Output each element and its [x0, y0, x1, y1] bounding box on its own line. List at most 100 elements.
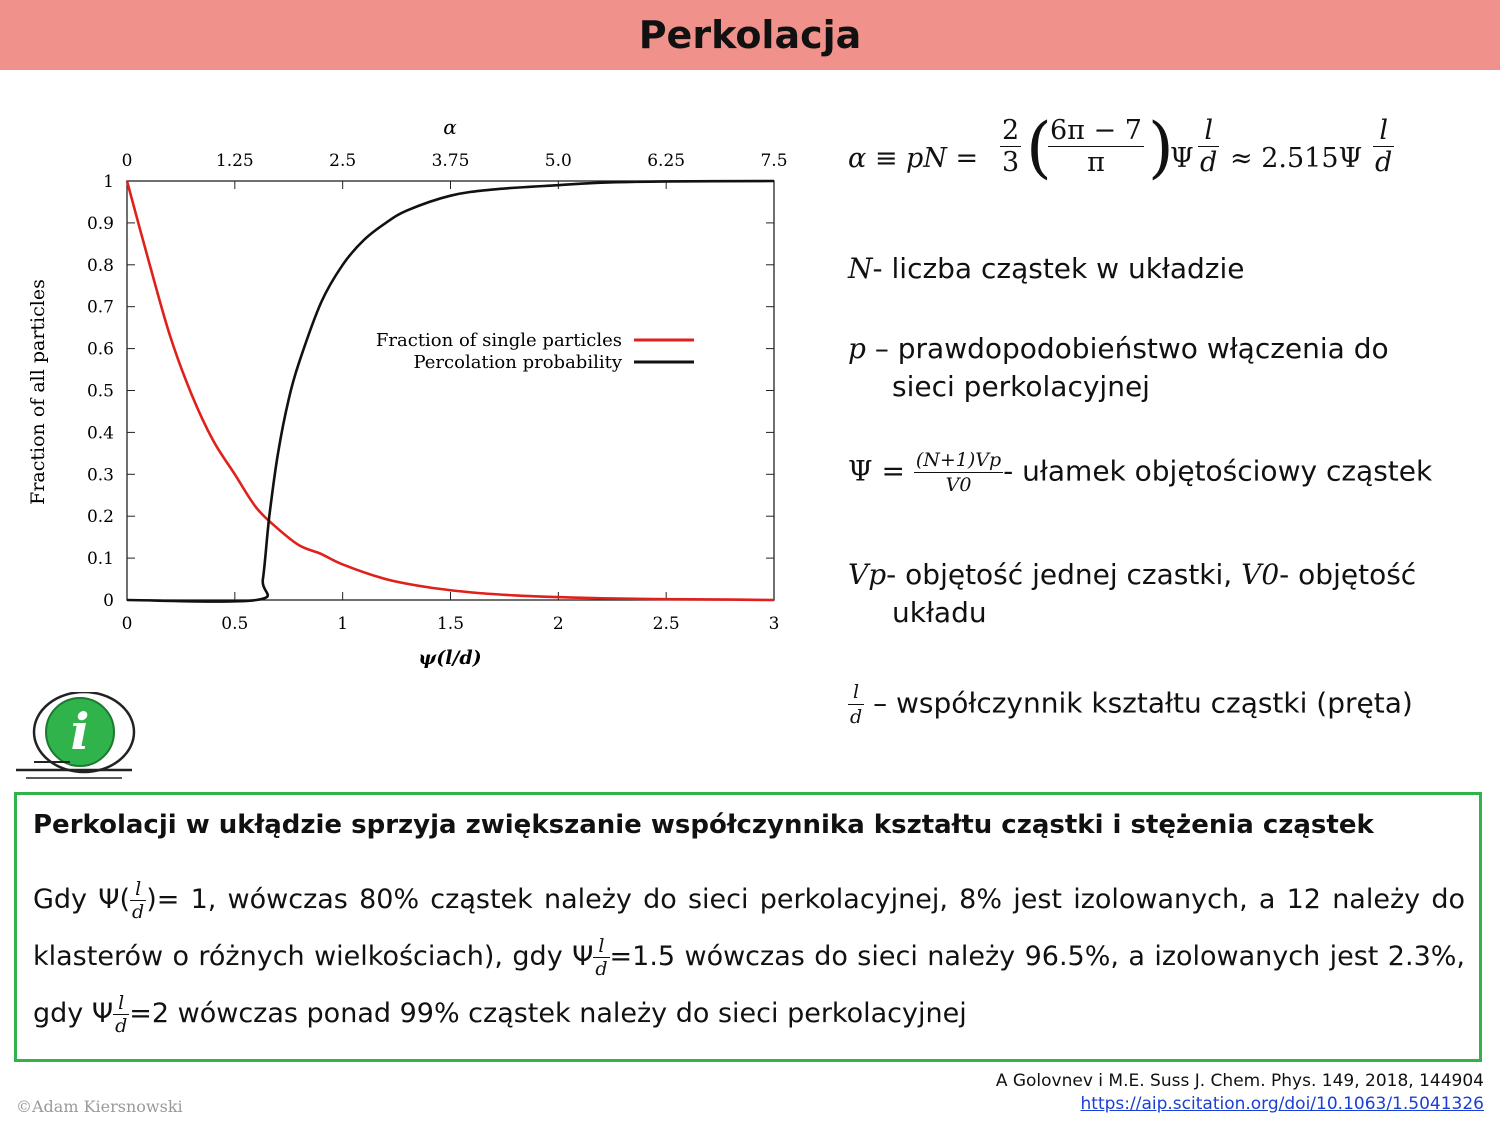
definition-psi: Ψ = (N+1)Vp V0 - ułamek objętościowy czą… [848, 448, 1432, 497]
definition-vp-text-1: - objętość jednej czastki, [886, 558, 1233, 591]
top-x-tick-label: 3.75 [432, 151, 470, 171]
y-axis-label: Fraction of all particles [27, 279, 49, 505]
top-x-tick-label: 2.5 [329, 151, 356, 171]
definition-p: p – prawdopodobieństwo włączenia do siec… [848, 330, 1389, 406]
series-layer [125, 179, 775, 603]
note-box: Perkolacji w ukłądzie sprzyja zwiększani… [14, 792, 1482, 1062]
equation-fraction-l-d-2: l d [1373, 115, 1395, 178]
fraction-denominator: d [850, 706, 863, 728]
x-tick-label: 0.5 [221, 614, 248, 634]
psi-fraction: (N+1)Vp V0 [913, 448, 1004, 497]
equation-psi: Ψ [1170, 143, 1194, 174]
note-text-2: )= 1, wówczas 80% cząstek należy do siec… [33, 884, 1465, 972]
fraction-numerator: 6π − 7 [1048, 115, 1144, 147]
x-tick-label: 2 [553, 614, 564, 634]
x-tick-label: 2.5 [653, 614, 680, 634]
percolation-chart: 0 0.5 1 1.5 2 2.5 3 0 1.25 2.5 3.75 5.0 6.25 7.5 0 0.… [27, 115, 788, 669]
slide-title: Perkolacja [638, 13, 862, 57]
copyright: ©Adam Kiersnowski [16, 1097, 183, 1116]
fraction-numerator: l [593, 935, 610, 958]
top-x-tick-label: 0 [122, 151, 133, 171]
symbol-n: N [848, 252, 873, 285]
x-tick-label: 1.5 [437, 614, 464, 634]
definition-p-text-2: sieci perkolacyjnej [892, 370, 1150, 403]
note-text-1: Gdy Ψ( [33, 884, 131, 915]
fraction-denominator: 3 [1002, 147, 1020, 178]
y-tick-label: 0.1 [87, 549, 114, 569]
y-tick-label: 0.3 [87, 465, 114, 485]
equation-fraction-2-3: 2 3 [1000, 115, 1022, 178]
legend-label-percolation: Percolation probability [413, 352, 622, 373]
x-tick-labels: 0 0.5 1 1.5 2 2.5 3 [122, 614, 780, 634]
fraction-numerator: l [1198, 115, 1220, 147]
fraction-numerator: (N+1)Vp [913, 449, 1004, 473]
symbol-psi: Ψ = [848, 454, 905, 488]
fraction-numerator: l [848, 680, 865, 705]
equation-approx: ≈ 2.515Ψ [1230, 143, 1363, 174]
fraction-denominator: d [115, 1015, 128, 1037]
top-x-tick-label: 6.25 [647, 151, 685, 171]
reference: A Golovnev i M.E. Suss J. Chem. Phys. 14… [996, 1070, 1484, 1116]
top-x-tick-label: 1.25 [216, 151, 254, 171]
y-tick-label: 0.9 [87, 214, 114, 234]
x-tick-label: 0 [122, 614, 133, 634]
y-tick-label: 0.7 [87, 298, 114, 318]
fraction-denominator: d [132, 901, 145, 923]
definition-n: N- liczba cząstek w układzie [848, 250, 1245, 288]
definition-p-text-1: – prawdopodobieństwo włączenia do [874, 332, 1389, 365]
definition-vp-text-2: - objętość [1279, 558, 1417, 591]
fraction-numerator: l [113, 992, 130, 1015]
fraction-numerator: l [130, 878, 147, 901]
x-axis-label: ψ(l/d) [418, 647, 481, 669]
x-tick-label: 3 [769, 614, 780, 634]
note-text-4: =2 wówczas ponad 99% cząstek należy do s… [129, 998, 967, 1029]
note-body: Gdy Ψ(l d)= 1, wówczas 80% cząstek należy… [33, 871, 1465, 1042]
ld-fraction: l d [848, 680, 865, 729]
note-text-3: =1.5 wówczas do sieci należy 96.5%, a iz… [33, 941, 1465, 1029]
left-paren: ( [1026, 109, 1052, 186]
fraction-numerator: l [1373, 115, 1395, 147]
top-x-tick-label: 5.0 [545, 151, 572, 171]
alpha-equation: α ≡ pN = 2 3 ( 6π − 7 π ) Ψ l d ≈ 2.515Ψ… [848, 109, 1488, 207]
y-tick-label: 0.4 [87, 423, 114, 443]
top-x-tick-labels: 0 1.25 2.5 3.75 5.0 6.25 7.5 [122, 151, 788, 171]
tick-marks [126, 180, 775, 601]
right-paren: ) [1148, 109, 1174, 186]
definition-ld: l d – współczynnik kształtu cząstki (prę… [848, 680, 1413, 729]
info-icon: i [16, 692, 136, 779]
series-line-single-particles [125, 180, 775, 602]
top-x-axis-label: α [443, 115, 457, 139]
equation-fraction-l-d: l d [1198, 115, 1220, 178]
symbol-vp: Vp [848, 558, 887, 591]
plot-frame [126, 180, 775, 601]
fraction-denominator: d [1200, 147, 1218, 178]
fraction-numerator: 2 [1000, 115, 1022, 147]
reference-link[interactable]: https://aip.scitation.org/doi/10.1063/1.… [1080, 1094, 1484, 1114]
definition-vp-text-3: układu [892, 596, 987, 629]
y-tick-label: 0.2 [87, 507, 114, 527]
fraction-denominator: d [595, 958, 608, 980]
equation-fraction-6pi: 6π − 7 π [1048, 115, 1144, 178]
equation-lhs: α ≡ pN = [848, 143, 979, 174]
symbol-p: p [848, 332, 866, 365]
fraction-denominator: d [1375, 147, 1393, 178]
y-tick-label: 1 [103, 172, 114, 192]
y-tick-label: 0.8 [87, 256, 114, 276]
symbol-v0: V0 [1241, 558, 1280, 591]
y-tick-label: 0.5 [87, 382, 114, 402]
definition-ld-text: – współczynnik kształtu cząstki (pręta) [873, 686, 1413, 720]
fraction-denominator: π [1087, 147, 1105, 178]
top-x-tick-label: 7.5 [760, 151, 787, 171]
definition-n-text: - liczba cząstek w układzie [872, 252, 1245, 285]
legend-label-single: Fraction of single particles [376, 330, 622, 351]
svg-text:i: i [71, 702, 90, 761]
fraction-denominator: V0 [945, 474, 972, 496]
legend: Fraction of single particles Percolation… [376, 330, 694, 373]
note-heading: Perkolacji w ukłądzie sprzyja zwiększani… [33, 810, 1374, 840]
x-tick-label: 1 [337, 614, 348, 634]
series-line-percolation [126, 179, 775, 603]
y-tick-label: 0 [103, 591, 114, 611]
